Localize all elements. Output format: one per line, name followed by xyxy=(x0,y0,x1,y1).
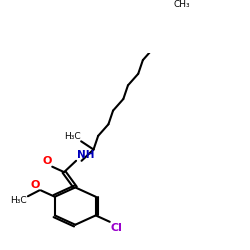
Text: H₃C: H₃C xyxy=(64,132,80,141)
Text: Cl: Cl xyxy=(110,223,122,233)
Text: NH: NH xyxy=(77,150,94,160)
Text: O: O xyxy=(42,156,51,166)
Text: CH₃: CH₃ xyxy=(174,0,190,9)
Text: H₃C: H₃C xyxy=(10,196,27,205)
Text: O: O xyxy=(31,180,40,190)
